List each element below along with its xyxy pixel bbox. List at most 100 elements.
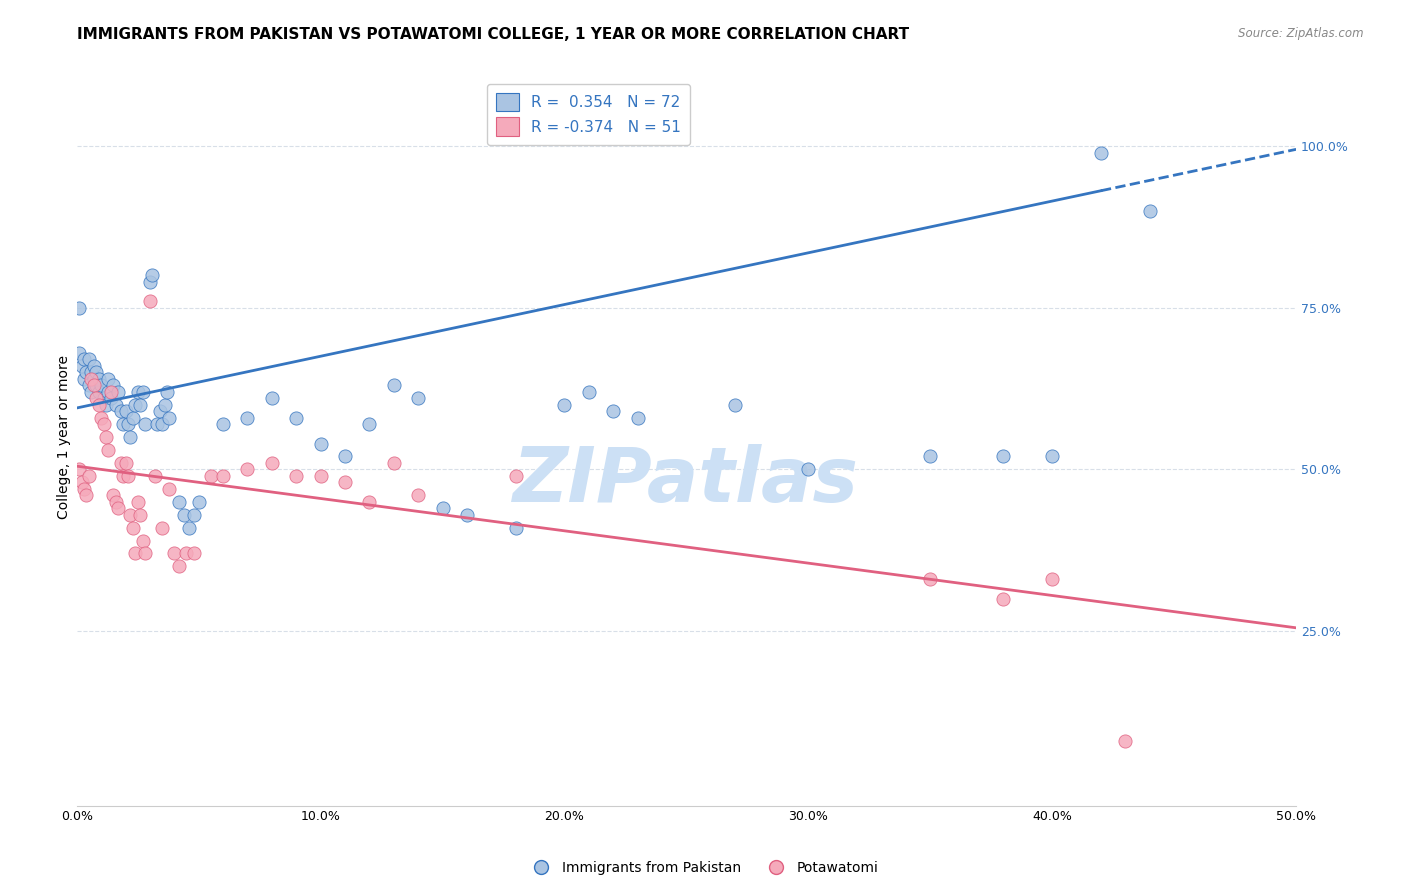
Point (121, 410, 143, 425)
Point (285, 410, 308, 425)
Point (309, 436, 332, 450)
Point (260, 391, 283, 405)
Point (94, 430, 117, 444)
Point (76, 488, 98, 502)
Point (77, 378, 100, 392)
Point (87, 384, 110, 399)
Point (1114, 734, 1136, 748)
Point (131, 533, 153, 548)
Point (110, 404, 132, 418)
Point (157, 410, 180, 425)
Point (120, 508, 142, 522)
Point (103, 488, 125, 502)
Point (141, 268, 163, 283)
Point (183, 546, 205, 560)
Point (73, 352, 96, 367)
Point (131, 384, 153, 399)
Point (97, 372, 120, 386)
Point (236, 462, 259, 476)
Point (83, 372, 105, 386)
Point (83, 359, 105, 373)
Point (129, 398, 152, 412)
Point (100, 384, 122, 399)
Point (93, 417, 115, 431)
Point (260, 456, 283, 470)
Point (77, 352, 100, 367)
Point (1139, 203, 1161, 218)
Point (84, 378, 107, 392)
Point (80, 366, 103, 380)
Point (797, 462, 820, 476)
Point (77, 468, 100, 483)
Point (553, 398, 575, 412)
Point (87, 372, 110, 386)
Point (107, 501, 129, 516)
Point (90, 378, 112, 392)
Point (187, 494, 209, 508)
Point (333, 450, 356, 464)
Point (84, 366, 107, 380)
Point (112, 468, 135, 483)
Point (114, 404, 136, 418)
Point (93, 391, 115, 405)
Point (359, 417, 381, 431)
Point (285, 468, 308, 483)
Point (80, 384, 103, 399)
Point (124, 398, 146, 412)
Point (1090, 145, 1112, 160)
Point (200, 468, 222, 483)
Point (104, 494, 127, 508)
Point (67, 301, 90, 315)
Point (146, 417, 169, 431)
Point (602, 404, 624, 418)
Point (212, 468, 235, 483)
Point (359, 494, 381, 508)
Point (121, 520, 143, 534)
Point (309, 468, 332, 483)
Point (920, 572, 942, 586)
Point (139, 294, 162, 309)
Point (114, 456, 136, 470)
Point (183, 508, 205, 522)
Point (103, 378, 125, 392)
Point (993, 450, 1015, 464)
Point (124, 546, 146, 560)
Point (104, 398, 127, 412)
Point (382, 378, 405, 392)
Point (406, 488, 429, 502)
Point (177, 520, 200, 534)
Point (456, 508, 478, 522)
Point (627, 410, 650, 425)
Point (70, 359, 93, 373)
Text: ZIPatlas: ZIPatlas (513, 444, 859, 518)
Point (87, 398, 110, 412)
Point (67, 346, 90, 360)
Point (134, 417, 156, 431)
Text: IMMIGRANTS FROM PAKISTAN VS POTAWATOMI COLLEGE, 1 YEAR OR MORE CORRELATION CHART: IMMIGRANTS FROM PAKISTAN VS POTAWATOMI C… (77, 27, 910, 42)
Point (163, 546, 186, 560)
Point (505, 520, 527, 534)
Point (112, 417, 135, 431)
Point (67, 462, 90, 476)
Point (127, 384, 149, 399)
Point (139, 275, 162, 289)
Point (73, 372, 96, 386)
Legend: Immigrants from Pakistan, Potawatomi: Immigrants from Pakistan, Potawatomi (522, 855, 884, 880)
Point (117, 417, 139, 431)
Point (70, 475, 93, 490)
Point (83, 378, 105, 392)
Point (80, 372, 103, 386)
Point (993, 591, 1015, 606)
Point (1040, 450, 1063, 464)
Point (127, 494, 149, 508)
Legend: R =  0.354   N = 72, R = -0.374   N = 51: R = 0.354 N = 72, R = -0.374 N = 51 (486, 84, 690, 145)
Point (156, 384, 179, 399)
Point (97, 384, 120, 399)
Point (143, 468, 166, 483)
Point (110, 456, 132, 470)
Point (578, 384, 600, 399)
Point (236, 410, 259, 425)
Point (129, 508, 152, 522)
Point (382, 456, 405, 470)
Point (406, 391, 429, 405)
